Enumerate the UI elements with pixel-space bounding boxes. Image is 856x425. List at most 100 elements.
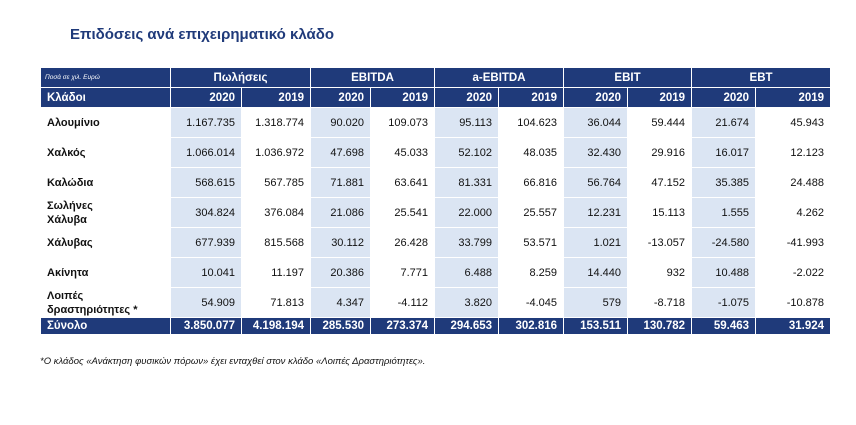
value-cell: 52.102 [434,137,500,168]
value-cell: 35.385 [691,167,757,198]
value-cell: 25.557 [498,197,565,228]
group-header: EBITDA [310,67,436,88]
value-cell: 4.347 [310,287,372,318]
year-header: 2019 [627,87,693,108]
footnote: *Ο κλάδος «Ανάκτηση φυσικών πόρων» έχει … [40,356,426,367]
value-cell: 109.073 [370,107,436,138]
total-row: Σύνολο 3.850.077 4.198.194 285.530 273.374 29… [40,317,832,335]
value-cell: 71.813 [240,287,312,318]
table-row: Καλώδια 568.615 567.785 71.881 63.641 81.331 6… [40,167,832,198]
value-cell: 21.086 [310,197,372,228]
value-cell: 12.231 [563,197,629,228]
value-cell: 26.428 [370,227,436,258]
value-cell: 59.444 [627,107,693,138]
value-cell: 376.084 [240,197,312,228]
total-value-cell: 302.816 [498,317,565,335]
sector-label-line: Σωλήνες [47,199,93,212]
year-header: 2019 [240,87,312,108]
year-header: 2020 [310,87,372,108]
value-cell: 30.112 [310,227,372,258]
unit-label: Ποσά σε χιλ. Ευρώ [40,67,171,88]
value-cell: 7.771 [370,257,436,288]
value-cell: 22.000 [434,197,500,228]
total-value-cell: 294.653 [434,317,500,335]
group-header: EBT [691,67,832,88]
sector-label: Χαλκός [40,137,171,168]
value-cell: 95.113 [434,107,500,138]
year-header-row: Κλάδοι 2020 2019 2020 2019 2020 2019 2020 2019 2… [40,87,832,108]
value-cell: 29.916 [627,137,693,168]
year-header: 2020 [434,87,500,108]
total-value-cell: 285.530 [310,317,372,335]
sector-label-line: Ακίνητα [47,266,89,279]
sector-label: Χάλυβας [40,227,171,258]
sector-label-line: Καλώδια [47,176,94,189]
value-cell: -24.580 [691,227,757,258]
table-row: Χάλυβας 677.939 815.568 30.112 26.428 33.799 5… [40,227,832,258]
value-cell: 567.785 [240,167,312,198]
sector-label: Ακίνητα [40,257,171,288]
value-cell: 10.488 [691,257,757,288]
value-cell: 47.152 [627,167,693,198]
total-value-cell: 31.924 [755,317,832,335]
value-cell: 568.615 [170,167,242,198]
year-header: 2020 [563,87,629,108]
value-cell: 677.939 [170,227,242,258]
total-value-cell: 3.850.077 [170,317,242,335]
value-cell: 47.698 [310,137,372,168]
table-row: Λοιπές δραστηριότητες * 54.909 71.813 4.347-… [40,287,832,318]
page-title: Επιδόσεις ανά επιχειρηματικό κλάδο [70,26,334,43]
value-cell: 1.036.972 [240,137,312,168]
value-cell: 932 [627,257,693,288]
value-cell: 66.816 [498,167,565,198]
sector-label-line: Χάλυβα [47,213,87,226]
value-cell: 1.066.014 [170,137,242,168]
value-cell: 45.943 [755,107,832,138]
value-cell: -41.993 [755,227,832,258]
value-cell: 33.799 [434,227,500,258]
value-cell: 24.488 [755,167,832,198]
value-cell: -4.112 [370,287,436,318]
group-header: a-EBITDA [434,67,565,88]
value-cell: 1.021 [563,227,629,258]
value-cell: 56.764 [563,167,629,198]
value-cell: 90.020 [310,107,372,138]
value-cell: 53.571 [498,227,565,258]
value-cell: 579 [563,287,629,318]
value-cell: 25.541 [370,197,436,228]
value-cell: 21.674 [691,107,757,138]
year-header: 2019 [370,87,436,108]
value-cell: 36.044 [563,107,629,138]
value-cell: 815.568 [240,227,312,258]
value-cell: 304.824 [170,197,242,228]
value-cell: -10.878 [755,287,832,318]
total-value-cell: 130.782 [627,317,693,335]
value-cell: 54.909 [170,287,242,318]
total-value-cell: 273.374 [370,317,436,335]
value-cell: 11.197 [240,257,312,288]
year-header: 2019 [755,87,832,108]
sector-label: Σωλήνες Χάλυβα [40,197,171,228]
value-cell: 48.035 [498,137,565,168]
sector-label: Καλώδια [40,167,171,198]
table-row: Σωλήνες Χάλυβα 304.824 376.084 21.086 25.541 2… [40,197,832,228]
table-row: Αλουμίνιο 1.167.735 1.318.774 90.020 109.073… [40,107,832,138]
value-cell: 63.641 [370,167,436,198]
table-row: Ακίνητα 10.041 11.197 20.386 7.771 6.488 8.259… [40,257,832,288]
total-value-cell: 59.463 [691,317,757,335]
sector-column-header: Κλάδοι [40,87,171,108]
value-cell: 4.262 [755,197,832,228]
sector-label-line: Χάλυβας [47,236,93,249]
value-cell: -1.075 [691,287,757,318]
value-cell: 1.167.735 [170,107,242,138]
value-cell: 16.017 [691,137,757,168]
value-cell: 6.488 [434,257,500,288]
sector-label-line: Λοιπές [47,289,84,302]
group-header-row: Ποσά σε χιλ. Ευρώ Πωλήσεις EBITDA a-EBIT… [40,67,832,88]
value-cell: 3.820 [434,287,500,318]
value-cell: 71.881 [310,167,372,198]
group-header: Πωλήσεις [169,67,312,88]
table-row: Χαλκός 1.066.014 1.036.972 47.698 45.033 52.1… [40,137,832,168]
year-header: 2020 [170,87,242,108]
sector-performance-table: Ποσά σε χιλ. Ευρώ Πωλήσεις EBITDA a-EBIT… [40,67,832,335]
